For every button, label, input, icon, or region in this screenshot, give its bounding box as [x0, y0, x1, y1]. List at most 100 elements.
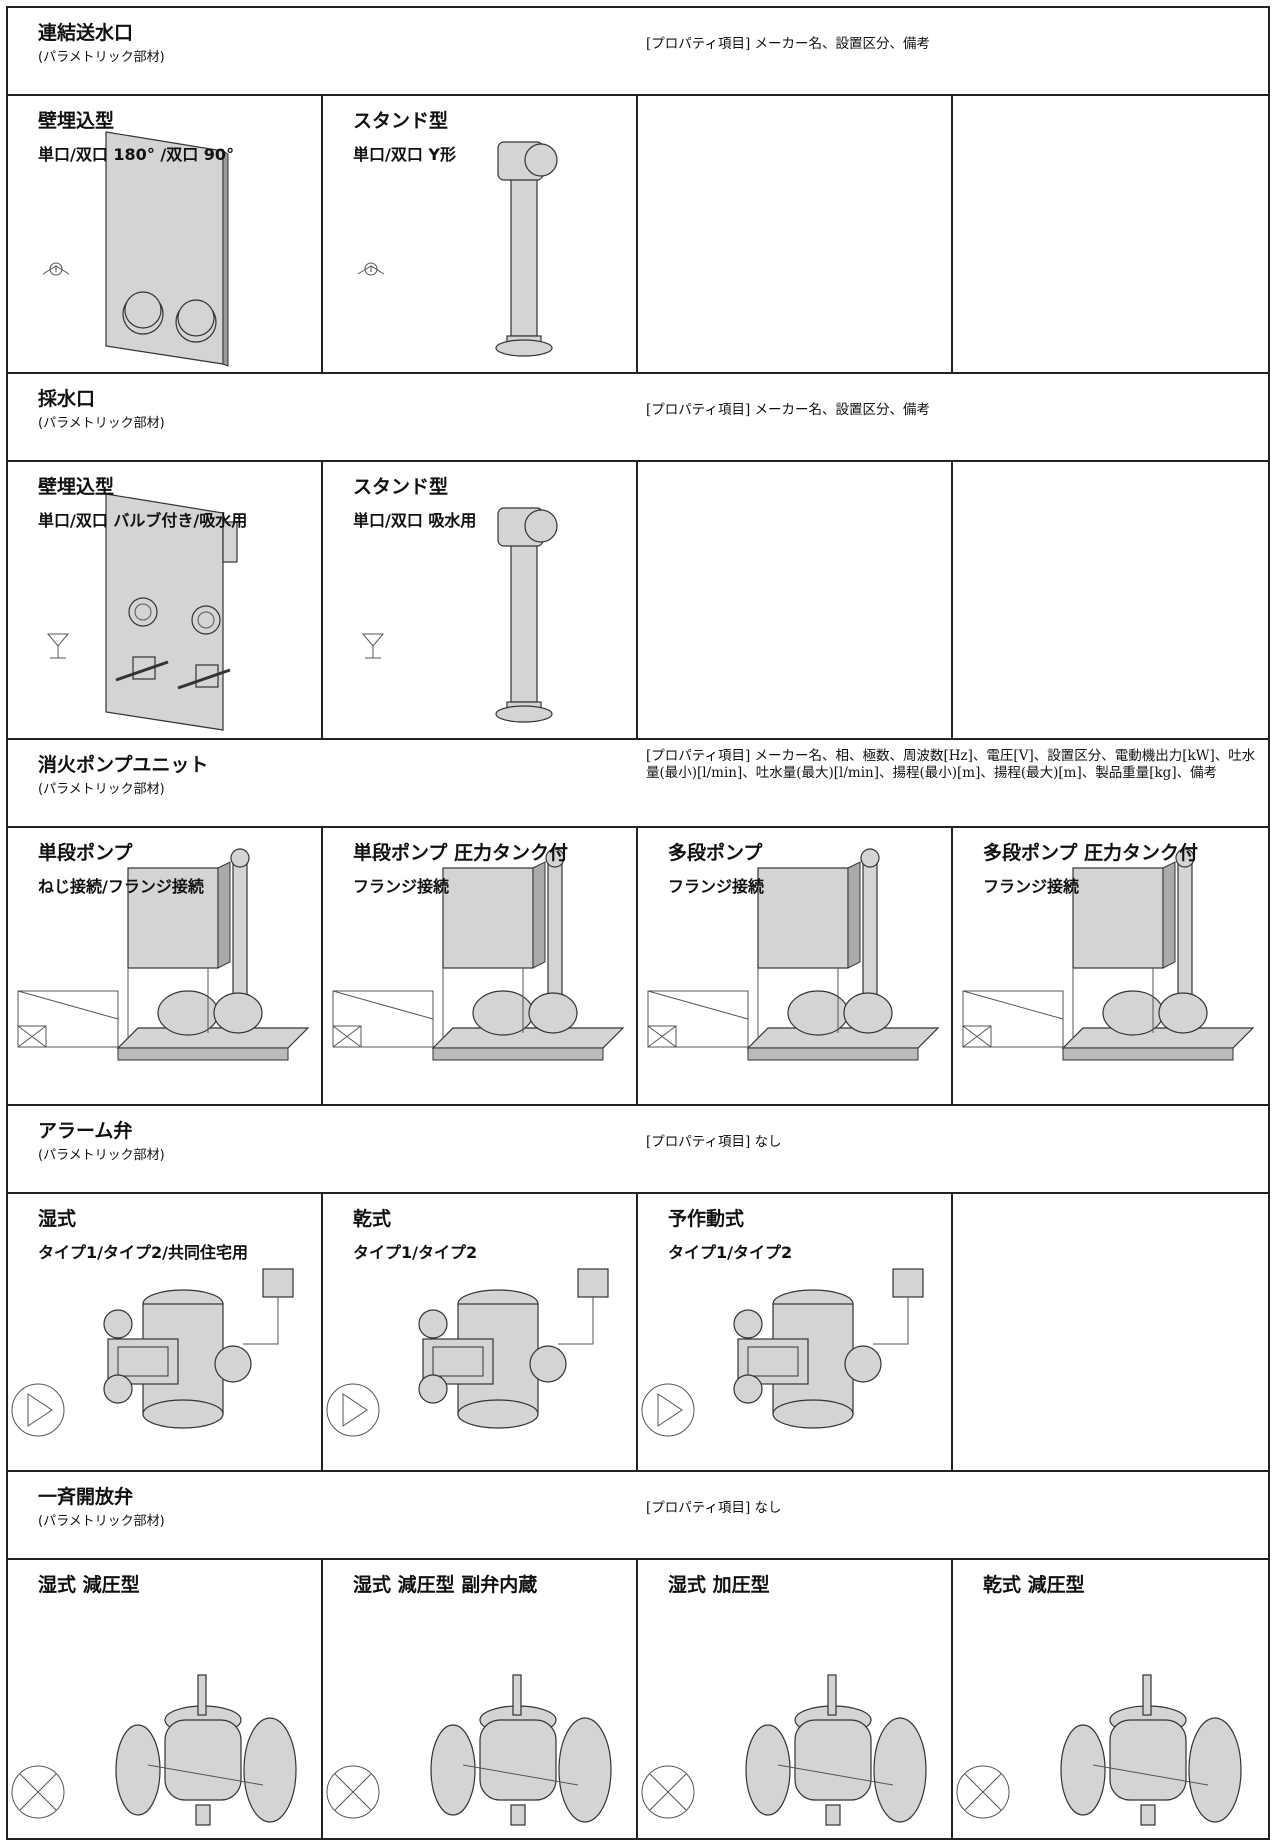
drawing-shape — [332, 990, 434, 1048]
drawing-shape — [733, 1309, 763, 1339]
drawing-shape — [195, 664, 219, 688]
drawing-shape — [195, 1804, 211, 1826]
item-illustration — [956, 1674, 1242, 1826]
drawing-shape — [1158, 992, 1208, 1034]
section-header: アラーム弁 (パラメトリック部材) [プロパティ項目] なし — [8, 1106, 1268, 1194]
drawing-shape — [103, 1268, 294, 1429]
item-illustration — [42, 131, 229, 367]
drawing-shape — [157, 990, 219, 1036]
item-variant: タイプ1/タイプ2/共同住宅用 — [38, 1243, 248, 1262]
drawing-shape — [197, 1674, 207, 1716]
drawing-shape — [757, 867, 849, 969]
drawing-shape — [860, 848, 880, 868]
section-title: 採水口 — [38, 388, 96, 410]
item-variant: 単口/双口 Y形 — [353, 145, 457, 164]
drawing-shape — [558, 1297, 594, 1345]
item-row: 湿式 減圧型 湿式 減圧型 副弁内蔵 湿式 加圧型 乾式 減圧型 — [8, 1560, 1268, 1838]
item-variant: タイプ1/タイプ2 — [353, 1243, 478, 1262]
drawing-shape — [342, 1393, 368, 1427]
item-cell: 湿式 減圧型 副弁内蔵 — [323, 1560, 638, 1838]
drawing-shape — [117, 1047, 289, 1061]
item-cell — [638, 96, 953, 372]
drawing-shape — [116, 1027, 310, 1049]
item-illustration — [17, 848, 310, 1061]
section-subtitle: (パラメトリック部材) — [38, 416, 165, 431]
drawing-shape — [528, 992, 578, 1034]
item-cell: 単段ポンプ ねじ接続/フランジ接続 — [8, 828, 323, 1104]
drawing-shape — [1092, 1764, 1209, 1786]
drawing-shape — [892, 1268, 924, 1298]
item-variant: 単口/双口 バルブ付き/吸水用 — [38, 511, 248, 530]
item-cell — [953, 1194, 1268, 1470]
drawing-shape — [17, 990, 119, 1048]
item-illustration — [46, 493, 238, 731]
section-properties: [プロパティ項目] メーカー名、設置区分、備考 — [646, 36, 931, 52]
item-variant: 単口/双口 180° /双口 90° — [38, 145, 235, 164]
item-variant: ねじ接続/フランジ接続 — [38, 877, 204, 896]
drawing-shape — [46, 633, 70, 659]
drawing-shape — [825, 1804, 841, 1826]
drawing-shape — [1142, 1674, 1152, 1716]
drawing-shape — [361, 633, 385, 659]
drawing-shape — [128, 597, 158, 627]
section-subtitle: (パラメトリック部材) — [38, 782, 165, 797]
item-name: 多段ポンプ — [668, 842, 763, 864]
section-header: 一斉開放弁 (パラメトリック部材) [プロパティ項目] なし — [8, 1472, 1268, 1560]
item-name: 湿式 減圧型 — [38, 1574, 140, 1596]
drawing-shape — [532, 861, 546, 969]
section-title: 一斉開放弁 — [38, 1486, 134, 1508]
drawing-shape — [1188, 1717, 1242, 1823]
drawing-shape — [641, 1383, 695, 1437]
section-title: 消火ポンプユニット — [38, 754, 209, 776]
item-cell: スタンド型 単口/双口 吸水用 — [323, 462, 638, 738]
drawing-shape — [843, 992, 893, 1034]
drawing-shape — [11, 1383, 65, 1437]
item-variant: フランジ接続 — [983, 877, 1080, 896]
drawing-shape — [177, 299, 215, 337]
drawing-shape — [115, 660, 169, 682]
item-row: 壁埋込型 単口/双口 バルブ付き/吸水用 スタンド型 単口/双口 吸水用 — [8, 462, 1268, 740]
item-illustration — [641, 1674, 927, 1826]
item-name: 湿式 減圧型 副弁内蔵 — [353, 1574, 538, 1596]
drawing-shape — [432, 1346, 484, 1377]
item-row: 湿式 タイプ1/タイプ2/共同住宅用 乾式 タイプ1/タイプ2 予作動式 タイプ1/タ… — [8, 1194, 1268, 1472]
drawing-shape — [364, 262, 378, 276]
section-subtitle: (パラメトリック部材) — [38, 1148, 165, 1163]
drawing-shape — [115, 1674, 297, 1826]
item-cell: 壁埋込型 単口/双口 バルブ付き/吸水用 — [8, 462, 323, 738]
drawing-shape — [326, 1765, 380, 1819]
item-illustration — [641, 1268, 924, 1437]
drawing-shape — [1175, 848, 1195, 868]
drawing-shape — [124, 291, 162, 329]
drawing-shape — [1140, 1804, 1156, 1826]
item-cell: 乾式 タイプ1/タイプ2 — [323, 1194, 638, 1470]
drawing-shape — [495, 141, 558, 357]
drawing-shape — [116, 848, 310, 1061]
item-illustration — [326, 1268, 609, 1437]
drawing-shape — [164, 1719, 242, 1801]
section-subtitle: (パラメトリック部材) — [38, 50, 165, 65]
drawing-shape — [495, 339, 553, 357]
drawing-shape — [332, 990, 434, 1048]
drawing-shape — [962, 990, 1064, 1048]
section-header: 採水口 (パラメトリック部材) [プロパティ項目] メーカー名、設置区分、備考 — [8, 374, 1268, 462]
drawing-shape — [746, 1027, 940, 1049]
drawing-shape — [147, 1764, 264, 1786]
drawing-shape — [964, 1773, 1002, 1811]
drawing-shape — [105, 493, 238, 731]
drawing-shape — [222, 521, 238, 563]
item-variant: フランジ接続 — [668, 877, 765, 896]
drawing-shape — [42, 265, 70, 275]
item-name: スタンド型 — [353, 110, 449, 132]
item-illustration — [647, 848, 940, 1061]
drawing-shape — [649, 1773, 687, 1811]
drawing-shape — [213, 992, 263, 1034]
item-cell: 多段ポンプフランジ接続 — [638, 828, 953, 1104]
drawing-shape — [747, 1346, 799, 1377]
drawing-shape — [956, 1765, 1010, 1819]
item-illustration — [326, 1674, 612, 1826]
drawing-shape — [647, 990, 749, 1048]
drawing-shape — [512, 1674, 522, 1716]
drawing-shape — [510, 1804, 526, 1826]
